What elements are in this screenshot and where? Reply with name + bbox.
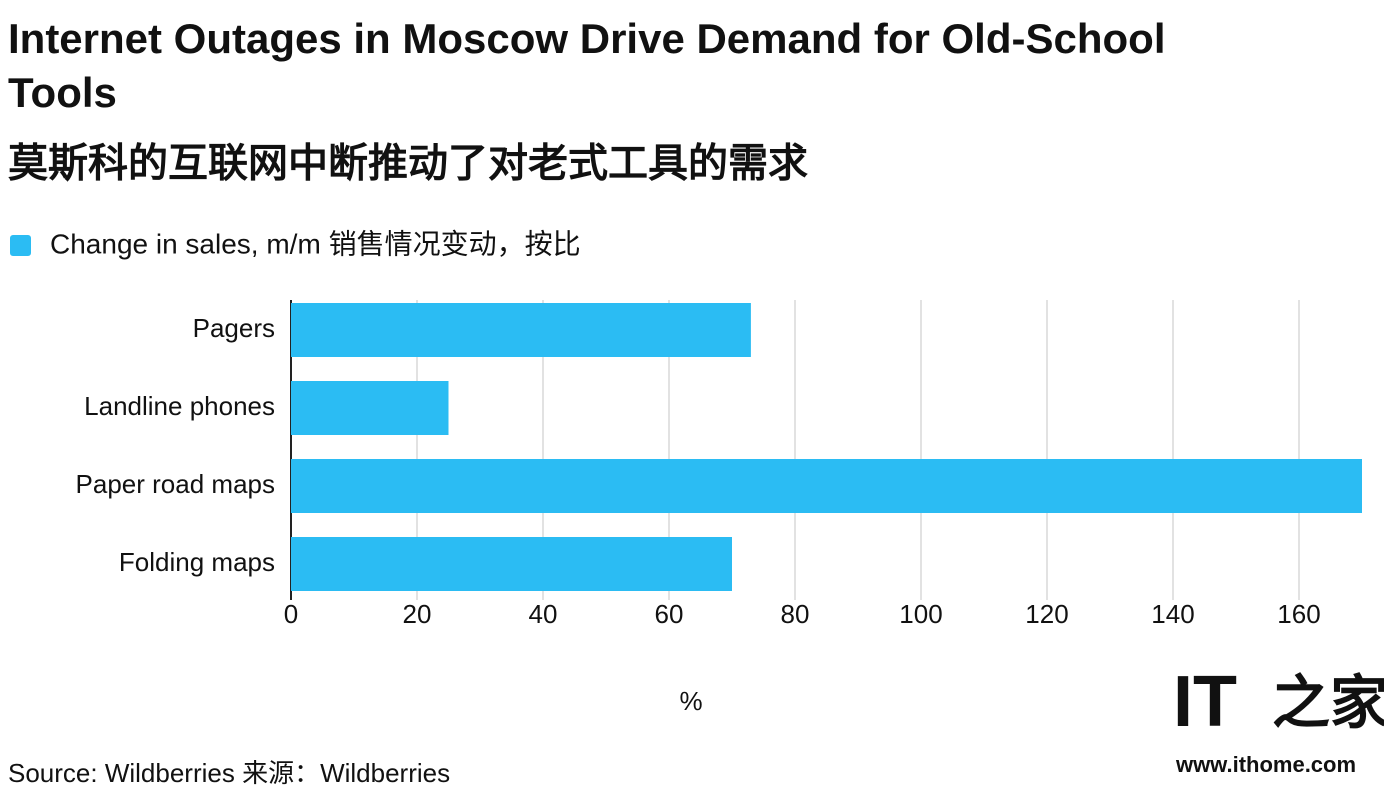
chart-title-line1: Internet Outages in Moscow Drive Demand … [8,15,1165,116]
chart-subtitle: 莫斯科的互联网中断推动了对老式工具的需求 [8,142,808,186]
watermark: IT 之家 www.ithome.com [1173,662,1384,777]
bar [291,381,449,435]
bar [291,459,1362,513]
x-tick-label: 140 [1151,599,1194,629]
bar [291,537,732,591]
watermark-logo: IT [1173,662,1237,742]
x-tick-label: 60 [655,599,684,629]
x-tick-label: 40 [529,599,558,629]
x-tick-label: 0 [284,599,298,629]
x-tick-label: 80 [781,599,810,629]
x-tick-label: 100 [899,599,942,629]
bar [291,303,751,357]
legend-label: Change in sales, m/m 销售情况变动，按比 [50,228,581,259]
x-tick-label: 120 [1025,599,1068,629]
x-axis-label: % [679,686,702,716]
source: Source: Wildberries 来源：Wildberries [8,758,450,788]
y-tick-label: Pagers [193,313,275,343]
watermark-logo-cjk: 之家 [1272,670,1384,735]
x-tick-label: 20 [403,599,432,629]
y-tick-label: Paper road maps [76,469,275,499]
y-tick-label: Landline phones [84,391,275,421]
y-tick-label: Folding maps [119,547,275,577]
watermark-url: www.ithome.com [1175,752,1356,777]
x-tick-label: 160 [1277,599,1320,629]
legend-swatch [10,235,31,256]
